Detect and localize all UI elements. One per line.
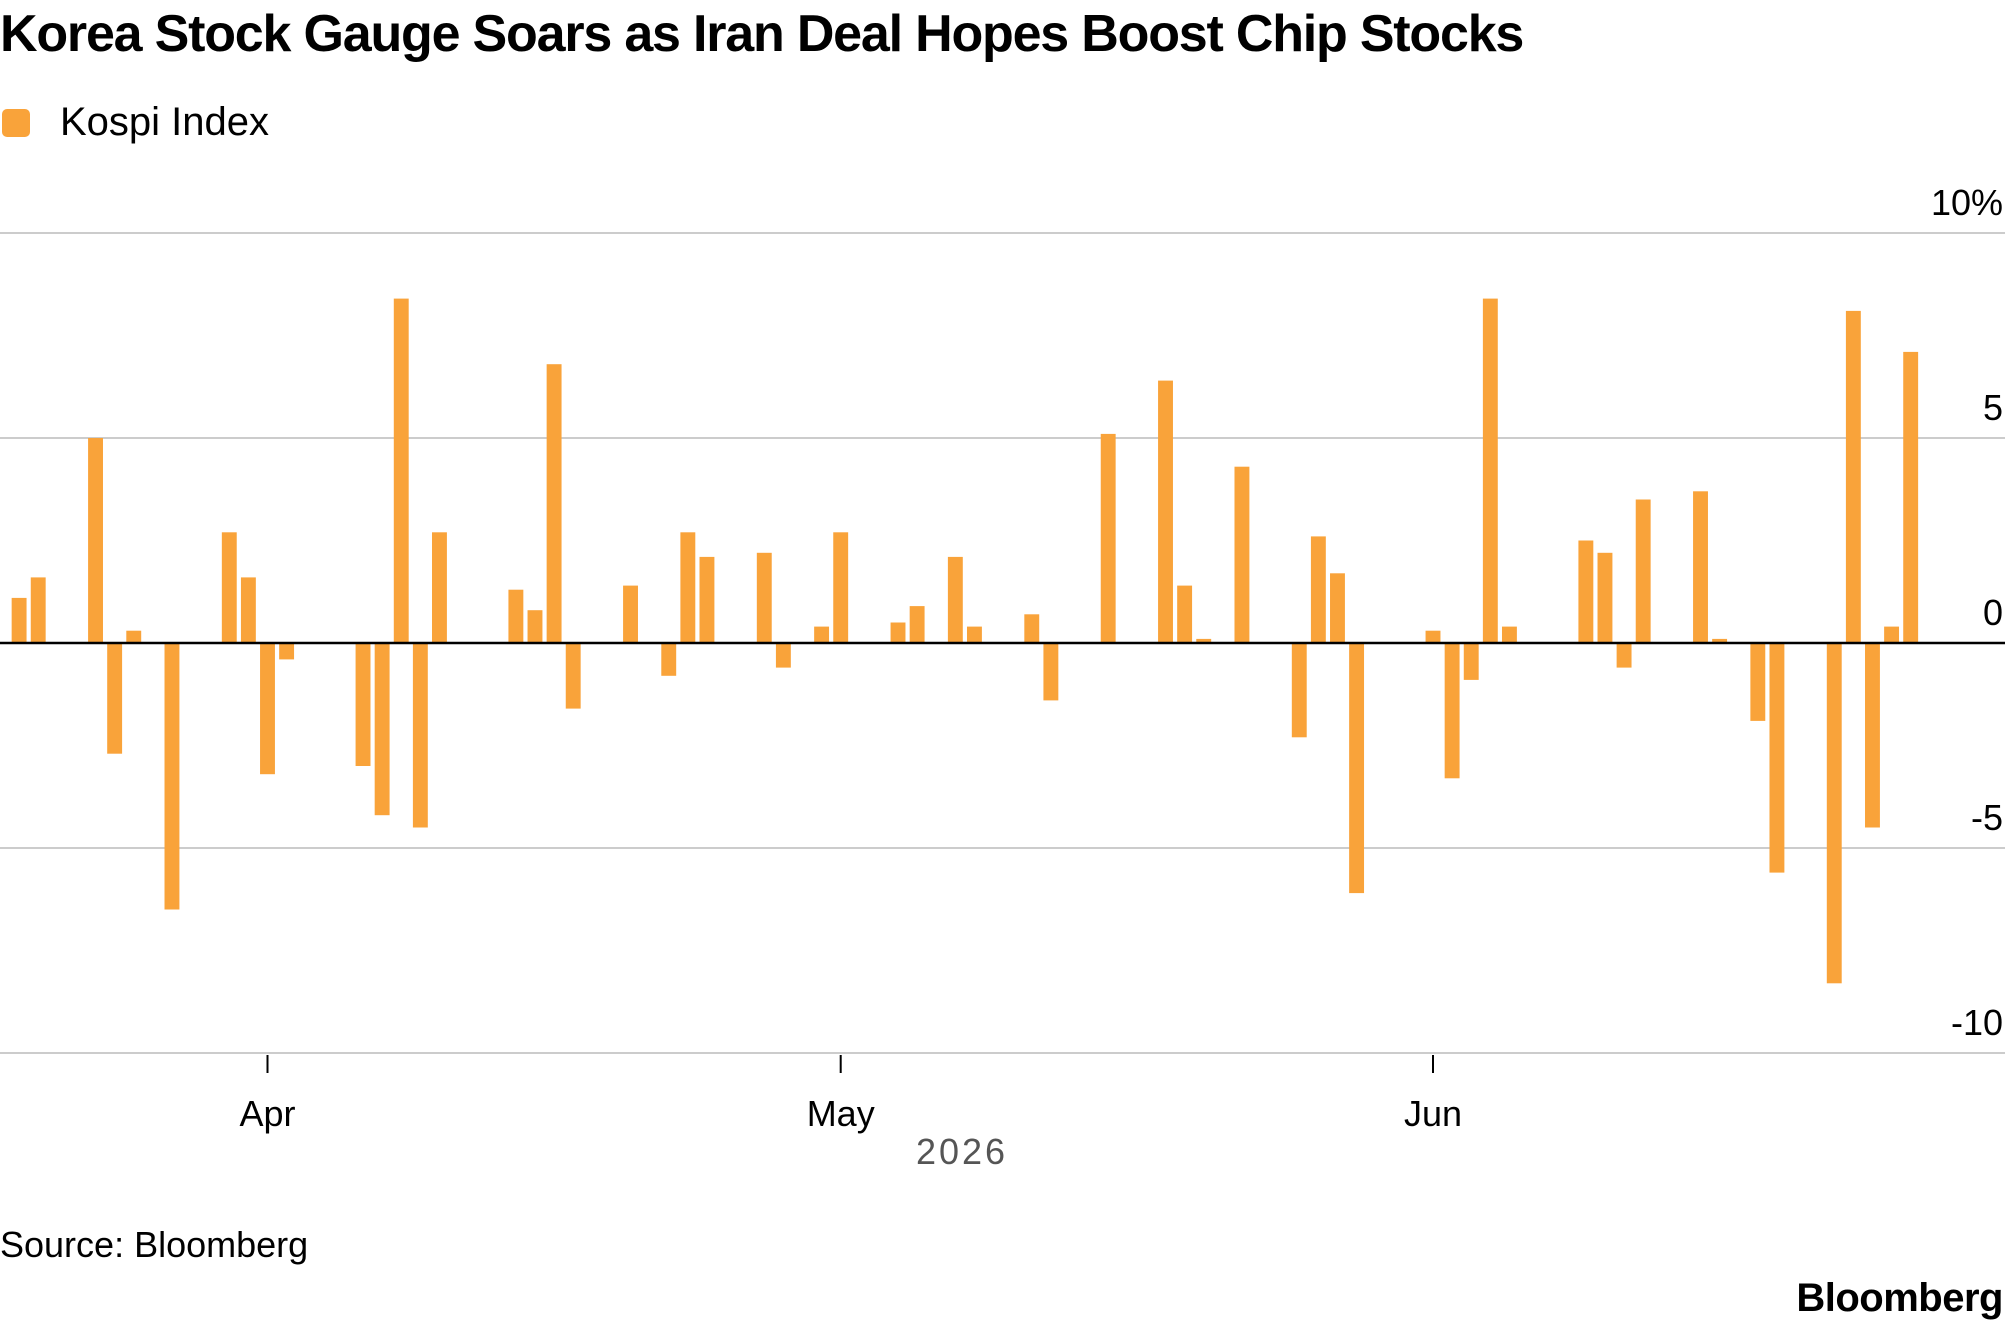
bar bbox=[1826, 643, 1842, 984]
bar bbox=[1043, 643, 1059, 701]
bar bbox=[1865, 643, 1880, 828]
bar bbox=[412, 643, 428, 828]
chart-title: Korea Stock Gauge Soars as Iran Deal Hop… bbox=[0, 5, 1524, 63]
bar bbox=[1693, 491, 1708, 643]
bar bbox=[1024, 614, 1040, 643]
bloomberg-logo: Bloomberg bbox=[1796, 1276, 2003, 1320]
bar bbox=[1750, 643, 1766, 721]
bar bbox=[699, 556, 715, 643]
y-tick-label: 0 bbox=[1983, 592, 2003, 633]
bar bbox=[833, 532, 849, 643]
bar bbox=[1635, 499, 1651, 643]
bar bbox=[1158, 380, 1173, 643]
bar bbox=[1616, 643, 1632, 668]
bar bbox=[1349, 643, 1365, 894]
bar bbox=[1845, 310, 1861, 643]
bar bbox=[1234, 466, 1250, 643]
legend-label: Kospi Index bbox=[60, 100, 270, 144]
bar bbox=[1884, 626, 1900, 643]
bar bbox=[11, 597, 27, 643]
bar bbox=[966, 626, 982, 643]
bar bbox=[814, 626, 830, 643]
x-axis-year-label: 2026 bbox=[916, 1131, 1008, 1172]
bar bbox=[1196, 638, 1212, 643]
bar bbox=[1712, 638, 1728, 643]
x-tick-label: Jun bbox=[1404, 1093, 1462, 1134]
legend-swatch bbox=[2, 108, 30, 137]
bar bbox=[260, 643, 275, 775]
bar bbox=[279, 643, 295, 660]
bar bbox=[565, 643, 581, 709]
bar bbox=[1769, 643, 1785, 873]
bar bbox=[775, 643, 791, 668]
x-tick-label: Apr bbox=[239, 1093, 295, 1134]
axes: 10% 5 0 -5 -10 Apr May Jun bbox=[0, 182, 2005, 1134]
chart-plot: 10% 5 0 -5 -10 Apr May Jun 2026 bbox=[0, 182, 2005, 1172]
y-tick-label: -5 bbox=[1971, 797, 2003, 838]
bar bbox=[623, 585, 638, 643]
bars bbox=[11, 298, 1919, 984]
bar bbox=[909, 606, 925, 643]
bar bbox=[1177, 585, 1193, 643]
bar bbox=[527, 610, 543, 643]
bar bbox=[126, 630, 142, 643]
legend: Kospi Index bbox=[2, 100, 269, 145]
source-note: Source: Bloomberg bbox=[0, 1224, 309, 1265]
bar bbox=[1330, 573, 1345, 643]
grid-lines bbox=[0, 232, 2005, 1054]
bar bbox=[890, 622, 906, 643]
bar bbox=[1463, 643, 1479, 680]
bar bbox=[432, 532, 447, 643]
bar bbox=[661, 643, 677, 676]
bar bbox=[30, 577, 46, 643]
bar bbox=[393, 298, 409, 643]
x-tick-label: May bbox=[807, 1093, 875, 1134]
bar bbox=[1444, 643, 1460, 779]
bar bbox=[1578, 540, 1594, 643]
bar bbox=[756, 552, 772, 643]
bar bbox=[374, 643, 390, 816]
y-tick-label: 10% bbox=[1931, 182, 2003, 223]
y-tick-label: -10 bbox=[1951, 1002, 2003, 1043]
bar bbox=[1310, 536, 1326, 643]
bar bbox=[546, 364, 562, 643]
bar bbox=[1482, 298, 1498, 643]
bar bbox=[1425, 630, 1441, 643]
bar bbox=[1597, 552, 1613, 643]
bar bbox=[680, 532, 696, 643]
bar bbox=[1903, 351, 1919, 643]
bar bbox=[240, 577, 256, 643]
bar bbox=[164, 643, 180, 910]
bar bbox=[1100, 433, 1116, 643]
bar bbox=[947, 556, 963, 643]
bar bbox=[88, 438, 103, 643]
bar bbox=[355, 643, 371, 766]
bar bbox=[221, 532, 237, 643]
y-tick-label: 5 bbox=[1983, 387, 2003, 428]
bar bbox=[107, 643, 123, 754]
bar bbox=[1501, 626, 1517, 643]
bar bbox=[508, 589, 524, 643]
bar bbox=[1291, 643, 1307, 738]
